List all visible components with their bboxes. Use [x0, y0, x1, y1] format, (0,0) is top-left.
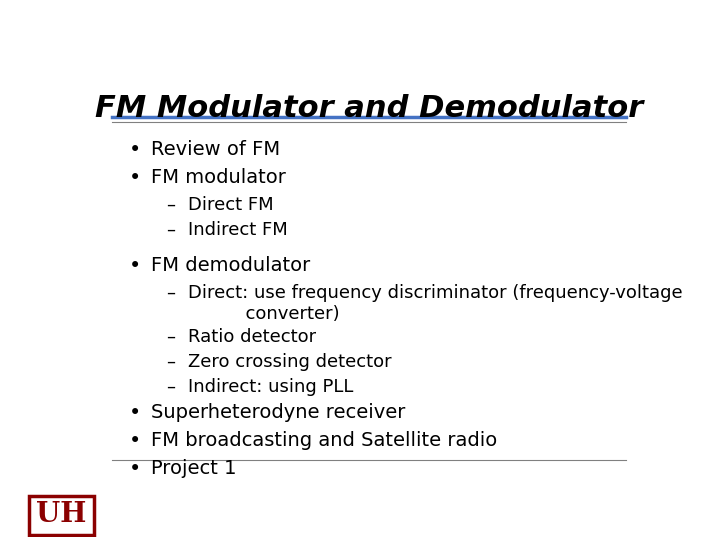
Text: •: •: [128, 140, 141, 160]
Text: FM Modulator and Demodulator: FM Modulator and Demodulator: [95, 94, 643, 123]
Text: Zero crossing detector: Zero crossing detector: [188, 353, 391, 371]
Text: –: –: [166, 353, 176, 371]
Text: FM modulator: FM modulator: [151, 168, 287, 187]
Text: –: –: [166, 328, 176, 346]
Text: Indirect: using PLL: Indirect: using PLL: [188, 377, 353, 396]
Text: –: –: [166, 221, 176, 239]
Text: FM broadcasting and Satellite radio: FM broadcasting and Satellite radio: [151, 431, 498, 450]
Text: Ratio detector: Ratio detector: [188, 328, 316, 346]
Text: •: •: [128, 431, 141, 451]
Text: –: –: [166, 284, 176, 302]
Text: FM demodulator: FM demodulator: [151, 256, 310, 275]
Text: –: –: [166, 377, 176, 396]
Text: •: •: [128, 403, 141, 423]
Text: Superheterodyne receiver: Superheterodyne receiver: [151, 403, 406, 422]
Text: •: •: [128, 256, 141, 276]
Text: •: •: [128, 459, 141, 479]
Text: Direct FM: Direct FM: [188, 196, 274, 214]
Text: Project 1: Project 1: [151, 459, 237, 478]
Text: Direct: use frequency discriminator (frequency-voltage
          converter): Direct: use frequency discriminator (fre…: [188, 284, 683, 323]
Text: UH: UH: [36, 501, 86, 528]
Text: Indirect FM: Indirect FM: [188, 221, 287, 239]
Text: –: –: [166, 196, 176, 214]
Text: Review of FM: Review of FM: [151, 140, 281, 159]
Text: •: •: [128, 168, 141, 188]
